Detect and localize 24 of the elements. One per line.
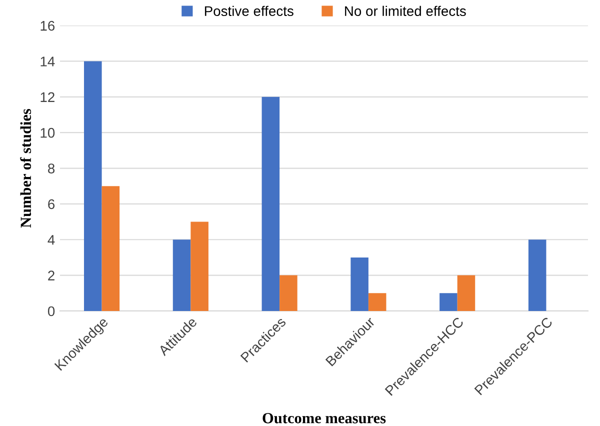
bar <box>457 275 476 311</box>
y-tick-label: 2 <box>48 270 54 280</box>
y-tick-label: 8 <box>48 164 55 174</box>
bar <box>440 293 458 311</box>
bar <box>528 240 546 311</box>
y-tick-label: 4 <box>48 235 55 245</box>
y-tick-label: 6 <box>48 199 55 210</box>
x-axis-title: Outcome measures <box>262 413 386 424</box>
bar <box>84 61 102 311</box>
y-tick-label: 10 <box>40 128 55 138</box>
legend-label: No or limited effects <box>345 6 466 16</box>
bar <box>172 240 191 311</box>
y-axis-title: Number of studies <box>20 108 32 228</box>
bar <box>190 222 208 311</box>
y-tick-label: 16 <box>40 20 55 31</box>
bar <box>368 293 386 311</box>
y-tick-label: 12 <box>40 92 54 102</box>
bar <box>102 186 120 311</box>
bar <box>262 96 280 311</box>
bar <box>280 275 298 311</box>
bar <box>350 257 368 311</box>
y-tick-label: 0 <box>48 306 55 316</box>
y-tick-label: 14 <box>40 56 55 66</box>
legend-label: Postive effects <box>204 6 294 16</box>
